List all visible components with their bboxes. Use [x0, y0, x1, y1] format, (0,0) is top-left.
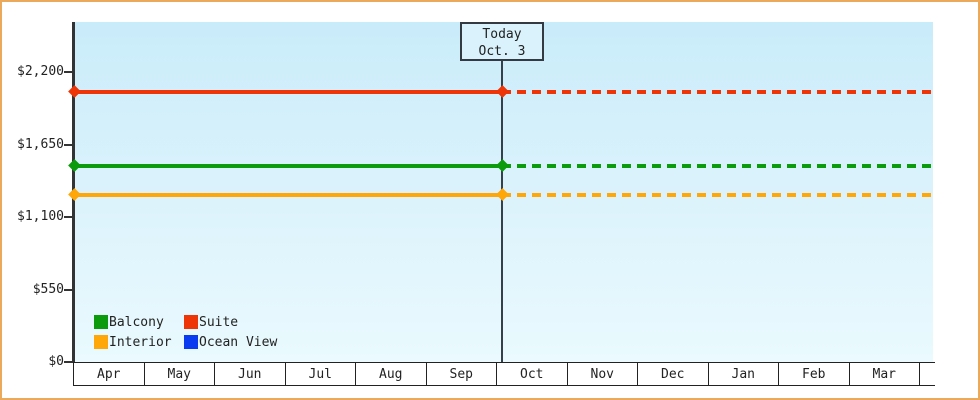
legend-item-suite: Suite — [184, 315, 238, 330]
interior-color-swatch — [94, 335, 108, 349]
month-cell-apr: Apr — [73, 363, 144, 385]
price-line-dashed-suite — [502, 89, 933, 94]
y-axis-tick-mark — [64, 216, 73, 218]
legend-item-ocean-view: Ocean View — [184, 335, 277, 350]
legend-item-interior: Interior — [94, 335, 184, 350]
y-axis-tick-label: $1,650 — [17, 136, 64, 152]
today-label: Today — [482, 27, 522, 42]
legend-label: Ocean View — [199, 334, 278, 350]
month-cell-mar: Mar — [848, 363, 920, 385]
legend-row: Interior Ocean View — [94, 332, 277, 352]
price-line-solid-suite — [74, 89, 502, 94]
legend-label: Interior — [109, 334, 172, 350]
y-axis-tick-label: $550 — [32, 281, 64, 297]
suite-color-swatch — [184, 315, 198, 329]
y-axis-tick-label: $1,100 — [17, 209, 64, 224]
y-axis-tick-mark — [64, 143, 73, 146]
y-axis-tick-label: $0 — [48, 354, 64, 369]
price-line-solid-balcony — [74, 163, 502, 168]
month-cell-jun: Jun — [214, 363, 285, 385]
legend-row: Balcony Suite — [94, 312, 277, 332]
today-date: Oct. 3 — [478, 44, 526, 59]
legend-item-balcony: Balcony — [94, 315, 184, 330]
month-cell-dec: Dec — [637, 363, 708, 385]
ocean-view-color-swatch — [184, 335, 198, 349]
month-cell-feb: Feb — [778, 363, 849, 385]
legend-label: Balcony — [109, 314, 164, 330]
price-marker-balcony — [495, 159, 509, 172]
balcony-color-swatch — [94, 315, 108, 329]
y-axis-tick-mark — [64, 288, 73, 291]
month-cell-jul: Jul — [284, 363, 356, 385]
legend-label: Suite — [199, 314, 239, 330]
month-cell-aug: Aug — [355, 363, 426, 385]
x-axis-month-row: Apr May Jun Jul Aug Sep Oct Nov Dec Jan … — [73, 362, 935, 386]
month-cell-may: May — [143, 363, 215, 385]
y-axis-tick-mark — [64, 361, 73, 363]
price-marker-balcony — [67, 159, 81, 172]
month-cell-sep: Sep — [425, 363, 497, 385]
legend: Balcony Suite Interior Ocean View — [94, 312, 277, 352]
price-line-dashed-balcony — [502, 163, 933, 168]
month-cell-spacer — [919, 363, 935, 385]
price-marker-interior — [67, 188, 81, 201]
month-cell-nov: Nov — [566, 363, 638, 385]
today-callout-box: Today Oct. 3 — [460, 22, 544, 61]
price-line-solid-interior — [74, 192, 502, 197]
month-cell-oct: Oct — [496, 363, 567, 385]
price-marker-suite — [67, 85, 81, 99]
month-cell-jan: Jan — [707, 363, 779, 385]
y-axis-tick-mark — [64, 71, 73, 73]
today-vertical-line — [501, 61, 503, 362]
y-axis-tick-label: $2,200 — [17, 64, 64, 79]
price-line-dashed-interior — [502, 192, 933, 197]
price-marker-interior — [495, 188, 509, 201]
price-marker-suite — [495, 85, 509, 99]
